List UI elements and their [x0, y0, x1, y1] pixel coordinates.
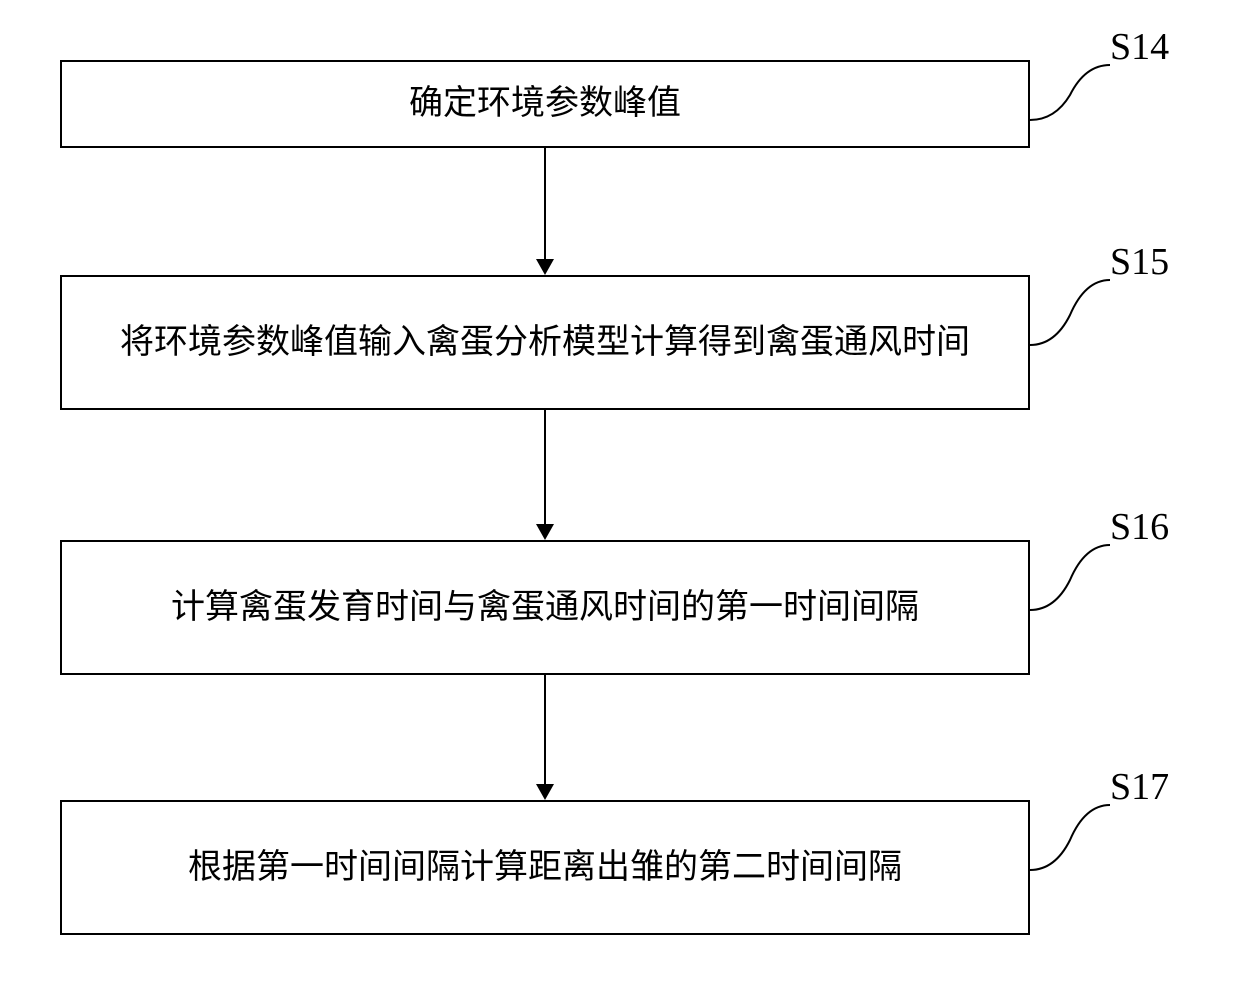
callout-s14	[1030, 50, 1120, 130]
arrow-s14-s15	[544, 148, 546, 259]
arrow-s15-s16	[544, 410, 546, 524]
step-text-s17: 根据第一时间间隔计算距离出雏的第二时间间隔	[188, 844, 902, 892]
step-text-s15: 将环境参数峰值输入禽蛋分析模型计算得到禽蛋通风时间	[120, 319, 970, 367]
step-box-s16: 计算禽蛋发育时间与禽蛋通风时间的第一时间间隔	[60, 540, 1030, 675]
step-text-s16: 计算禽蛋发育时间与禽蛋通风时间的第一时间间隔	[171, 584, 919, 632]
callout-s16	[1030, 530, 1120, 620]
arrow-head-s16-s17	[536, 784, 554, 800]
callout-s17	[1030, 790, 1120, 880]
arrow-head-s14-s15	[536, 259, 554, 275]
callout-s15	[1030, 265, 1120, 355]
step-box-s14: 确定环境参数峰值	[60, 60, 1030, 148]
step-box-s17: 根据第一时间间隔计算距离出雏的第二时间间隔	[60, 800, 1030, 935]
step-text-s14: 确定环境参数峰值	[409, 80, 681, 128]
arrow-s16-s17	[544, 675, 546, 784]
step-box-s15: 将环境参数峰值输入禽蛋分析模型计算得到禽蛋通风时间	[60, 275, 1030, 410]
arrow-head-s15-s16	[536, 524, 554, 540]
